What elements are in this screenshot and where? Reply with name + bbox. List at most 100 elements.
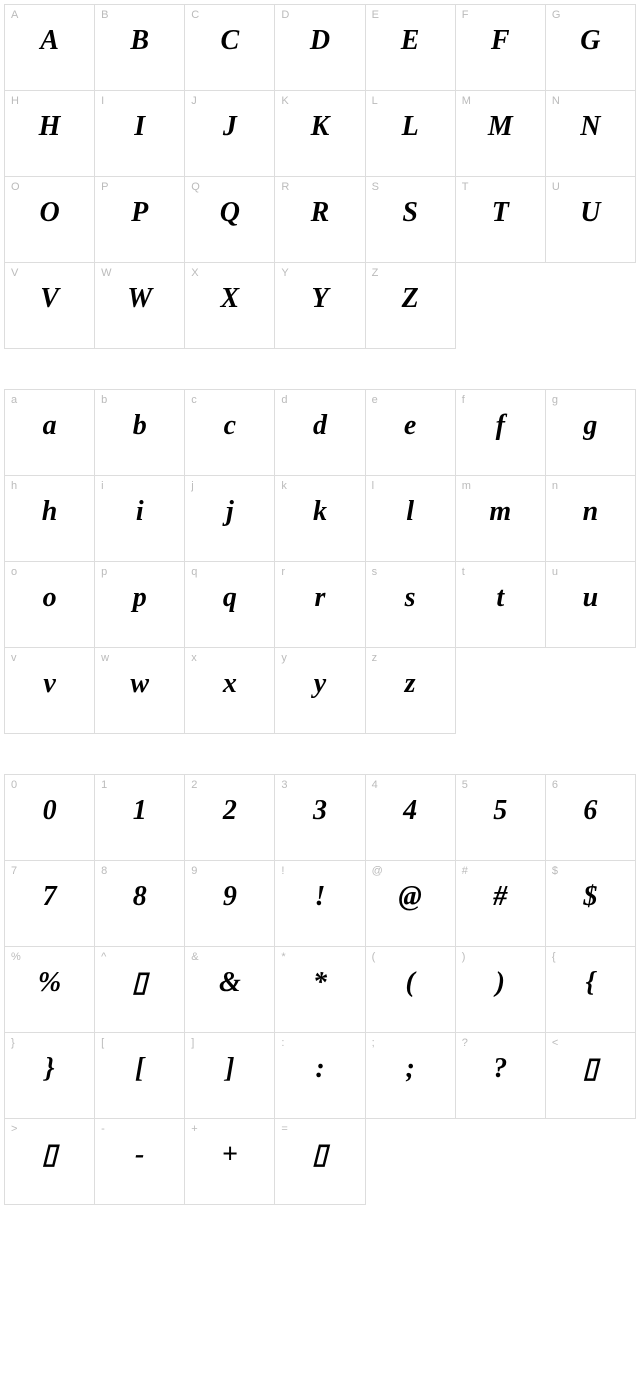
char-label: 2 [191,779,197,791]
char-cell: ff [456,390,546,476]
char-label: f [462,394,465,406]
char-glyph: 4 [366,797,455,825]
char-glyph: o [5,584,94,612]
char-cell: oo [5,562,95,648]
char-glyph: v [5,670,94,698]
char-label: h [11,480,17,492]
char-cell: zz [366,648,456,734]
char-glyph: z [366,670,455,698]
char-glyph: m [456,498,545,526]
char-glyph: X [185,285,274,313]
char-cell: HH [5,91,95,177]
char-glyph: 7 [5,883,94,911]
char-label: k [281,480,287,492]
char-glyph: @ [366,883,455,911]
char-label: N [552,95,560,107]
char-label: J [191,95,197,107]
char-cell: ?? [456,1033,546,1119]
char-label: F [462,9,469,21]
char-cell: jj [185,476,275,562]
char-glyph: 1 [95,797,184,825]
char-glyph: u [546,584,635,612]
char-cell: vv [5,648,95,734]
char-glyph: ) [456,969,545,997]
char-cell: VV [5,263,95,349]
char-glyph: k [275,498,364,526]
grid-uppercase: AABBCCDDEEFFGGHHIIJJKKLLMMNNOOPPQQRRSSTT… [4,4,636,349]
char-glyph: 0 [5,797,94,825]
char-glyph: U [546,199,635,227]
char-cell: GG [546,5,636,91]
char-glyph: i [95,498,184,526]
char-glyph: l [366,498,455,526]
char-cell: 11 [95,775,185,861]
char-cell: }} [5,1033,95,1119]
char-label: w [101,652,109,664]
char-label: W [101,267,111,279]
char-glyph: ( [366,969,455,997]
char-cell: mm [456,476,546,562]
char-glyph: 5 [456,797,545,825]
char-cell: YY [275,263,365,349]
char-glyph: V [5,285,94,313]
char-cell: QQ [185,177,275,263]
section-lowercase: aabbccddeeffgghhiijjkkllmmnnooppqqrrsstt… [4,389,636,734]
char-cell: 44 [366,775,456,861]
char-cell: ## [456,861,546,947]
char-label: c [191,394,197,406]
char-label: q [191,566,197,578]
char-glyph: ▯ [546,1055,635,1083]
char-glyph: ] [185,1055,274,1083]
char-label: Y [281,267,288,279]
char-cell: ++ [185,1119,275,1205]
char-cell: $$ [546,861,636,947]
char-glyph: } [5,1055,94,1083]
char-label: l [372,480,374,492]
char-cell: )) [456,947,546,1033]
char-label: A [11,9,18,21]
empty-cell [456,1119,546,1205]
char-label: S [372,181,379,193]
char-label: ^ [101,951,106,963]
empty-cell [546,263,636,349]
char-label: n [552,480,558,492]
char-glyph: 3 [275,797,364,825]
char-label: * [281,951,285,963]
char-label: I [101,95,104,107]
empty-cell [546,1119,636,1205]
char-glyph: { [546,969,635,997]
char-cell: ww [95,648,185,734]
char-glyph: T [456,199,545,227]
char-cell: ^▯ [95,947,185,1033]
char-label: + [191,1123,197,1135]
char-cell: SS [366,177,456,263]
char-label: & [191,951,198,963]
char-glyph: B [95,27,184,55]
char-cell: ** [275,947,365,1033]
char-cell: rr [275,562,365,648]
char-glyph: d [275,412,364,440]
char-glyph: ! [275,883,364,911]
char-cell: FF [456,5,546,91]
char-label: % [11,951,21,963]
char-glyph: n [546,498,635,526]
empty-cell [546,648,636,734]
char-cell: EE [366,5,456,91]
char-cell: JJ [185,91,275,177]
char-glyph: j [185,498,274,526]
char-cell: MM [456,91,546,177]
char-cell: UU [546,177,636,263]
char-cell: ee [366,390,456,476]
char-label: 9 [191,865,197,877]
char-cell: XX [185,263,275,349]
char-cell: TT [456,177,546,263]
char-glyph: : [275,1055,364,1083]
char-glyph: D [275,27,364,55]
char-glyph: F [456,27,545,55]
char-cell: :: [275,1033,365,1119]
char-glyph: f [456,412,545,440]
char-label: y [281,652,287,664]
char-label: 1 [101,779,107,791]
char-cell: DD [275,5,365,91]
char-cell: LL [366,91,456,177]
